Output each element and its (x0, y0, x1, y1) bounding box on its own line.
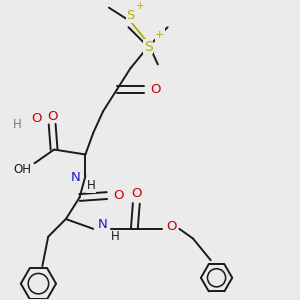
Text: O: O (131, 187, 142, 200)
Text: O: O (151, 83, 161, 96)
Text: N: N (98, 218, 108, 231)
Text: +: + (136, 1, 145, 11)
Text: S: S (144, 40, 152, 54)
Text: O: O (47, 110, 57, 123)
Text: S: S (126, 9, 135, 22)
Text: OH: OH (14, 163, 32, 176)
Text: H: H (13, 118, 21, 130)
Text: O: O (166, 220, 177, 233)
Text: O: O (113, 189, 124, 202)
Text: H: H (110, 230, 119, 243)
Text: N: N (71, 171, 80, 184)
Text: O: O (31, 112, 42, 125)
Text: H: H (87, 179, 96, 192)
Text: +: + (155, 30, 164, 40)
